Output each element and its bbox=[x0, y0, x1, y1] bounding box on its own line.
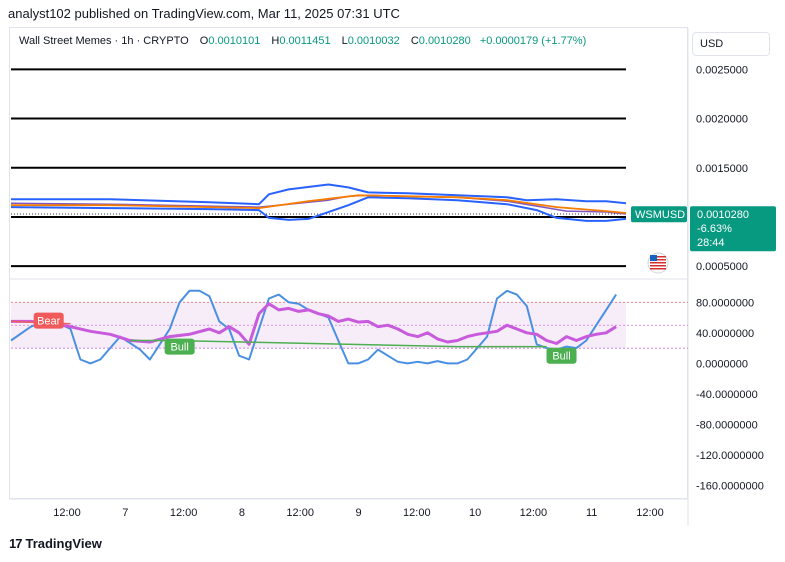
signal-badge-bear-0 bbox=[33, 312, 64, 329]
price-tick-label-0: 0.0025000 bbox=[696, 64, 748, 76]
flag-stripe-icon bbox=[650, 259, 666, 261]
symbol-tag-label: WSMUSD bbox=[635, 209, 685, 221]
flag-stripe-icon bbox=[650, 268, 666, 270]
flag-stripe-icon bbox=[650, 262, 666, 264]
publish-header: analyst102 published on TradingView.com,… bbox=[8, 6, 400, 21]
oscillator-tick-label-6: -160.0000000 bbox=[696, 481, 764, 493]
high-value: 0.0011451 bbox=[279, 35, 331, 47]
price-tag-change: -6.63% bbox=[697, 223, 732, 235]
series-trend-bull bbox=[130, 339, 547, 348]
time-tick-label-3: 8 bbox=[239, 507, 245, 519]
time-tick-label-10: 12:00 bbox=[636, 507, 664, 519]
time-tick-label-5: 9 bbox=[355, 507, 361, 519]
symbol-tag bbox=[631, 206, 687, 223]
close-key: C bbox=[410, 35, 419, 47]
oscillator-tick-label-0: 80.0000000 bbox=[696, 297, 754, 309]
price-tag-value: 0.0010280 bbox=[697, 209, 749, 221]
tradingview-logo-icon: 17 bbox=[9, 536, 23, 551]
high-key: H bbox=[271, 35, 280, 47]
time-tick-label-7: 10 bbox=[469, 507, 481, 519]
flag-stripe-icon bbox=[650, 256, 666, 258]
open-value: 0.0010101 bbox=[208, 35, 261, 47]
price-tag bbox=[690, 206, 776, 252]
time-tick-label-6: 12:00 bbox=[403, 507, 431, 519]
symbol-legend: Wall Street Memes · 1h · CRYPTO O0.00101… bbox=[19, 35, 586, 47]
series-rsi bbox=[11, 302, 617, 346]
signal-label-bear-0: Bear bbox=[37, 316, 61, 328]
series-stoch-rsi bbox=[10, 289, 617, 365]
time-tick-label-4: 12:00 bbox=[286, 507, 314, 519]
series-lower-band bbox=[10, 196, 627, 222]
oscillator-tick-label-5: -120.0000000 bbox=[696, 450, 764, 462]
signal-label-bull-1: Bull bbox=[170, 342, 188, 354]
oscillator-tick-label-4: -80.0000000 bbox=[696, 419, 758, 431]
close-value: 0.0010280 bbox=[418, 35, 471, 47]
oscillator-tick-label-2: 0.0000000 bbox=[696, 358, 748, 370]
currency-selector[interactable]: USD bbox=[692, 32, 770, 56]
low-value: 0.0010032 bbox=[347, 35, 400, 47]
flag-stripe-icon bbox=[650, 265, 666, 267]
price-tag-countdown: 28:44 bbox=[697, 237, 725, 249]
oscillator-tick-label-3: -40.0000000 bbox=[696, 389, 758, 401]
open-key: O bbox=[199, 35, 209, 47]
brand-name: TradingView bbox=[25, 536, 102, 551]
signal-badge-bull-2 bbox=[546, 347, 577, 364]
time-tick-label-9: 11 bbox=[586, 507, 597, 519]
flag-canton-icon bbox=[650, 255, 657, 261]
symbol-name[interactable]: Wall Street Memes · 1h · CRYPTO bbox=[19, 35, 189, 47]
oscillator-tick-label-1: 40.0000000 bbox=[696, 328, 754, 340]
time-tick-label-2: 12:00 bbox=[170, 507, 198, 519]
signal-badge-bull-1 bbox=[164, 338, 195, 355]
price-tick-label-1: 0.0020000 bbox=[696, 114, 748, 126]
footer-brand: 17 TradingView bbox=[9, 536, 102, 551]
time-tick-label-8: 12:00 bbox=[520, 507, 548, 519]
price-tick-label-2: 0.0015000 bbox=[696, 163, 748, 175]
series-moving-average bbox=[11, 194, 627, 214]
low-key: L bbox=[341, 35, 348, 47]
time-tick-label-1: 7 bbox=[122, 507, 128, 519]
signal-label-bull-2: Bull bbox=[552, 351, 570, 363]
series-upper-band bbox=[11, 183, 627, 206]
time-tick-label-0: 12:00 bbox=[53, 507, 81, 519]
change-value: +0.0000179 (+1.77%) bbox=[479, 35, 587, 47]
price-tick-label-3: 0.0005000 bbox=[696, 261, 748, 273]
